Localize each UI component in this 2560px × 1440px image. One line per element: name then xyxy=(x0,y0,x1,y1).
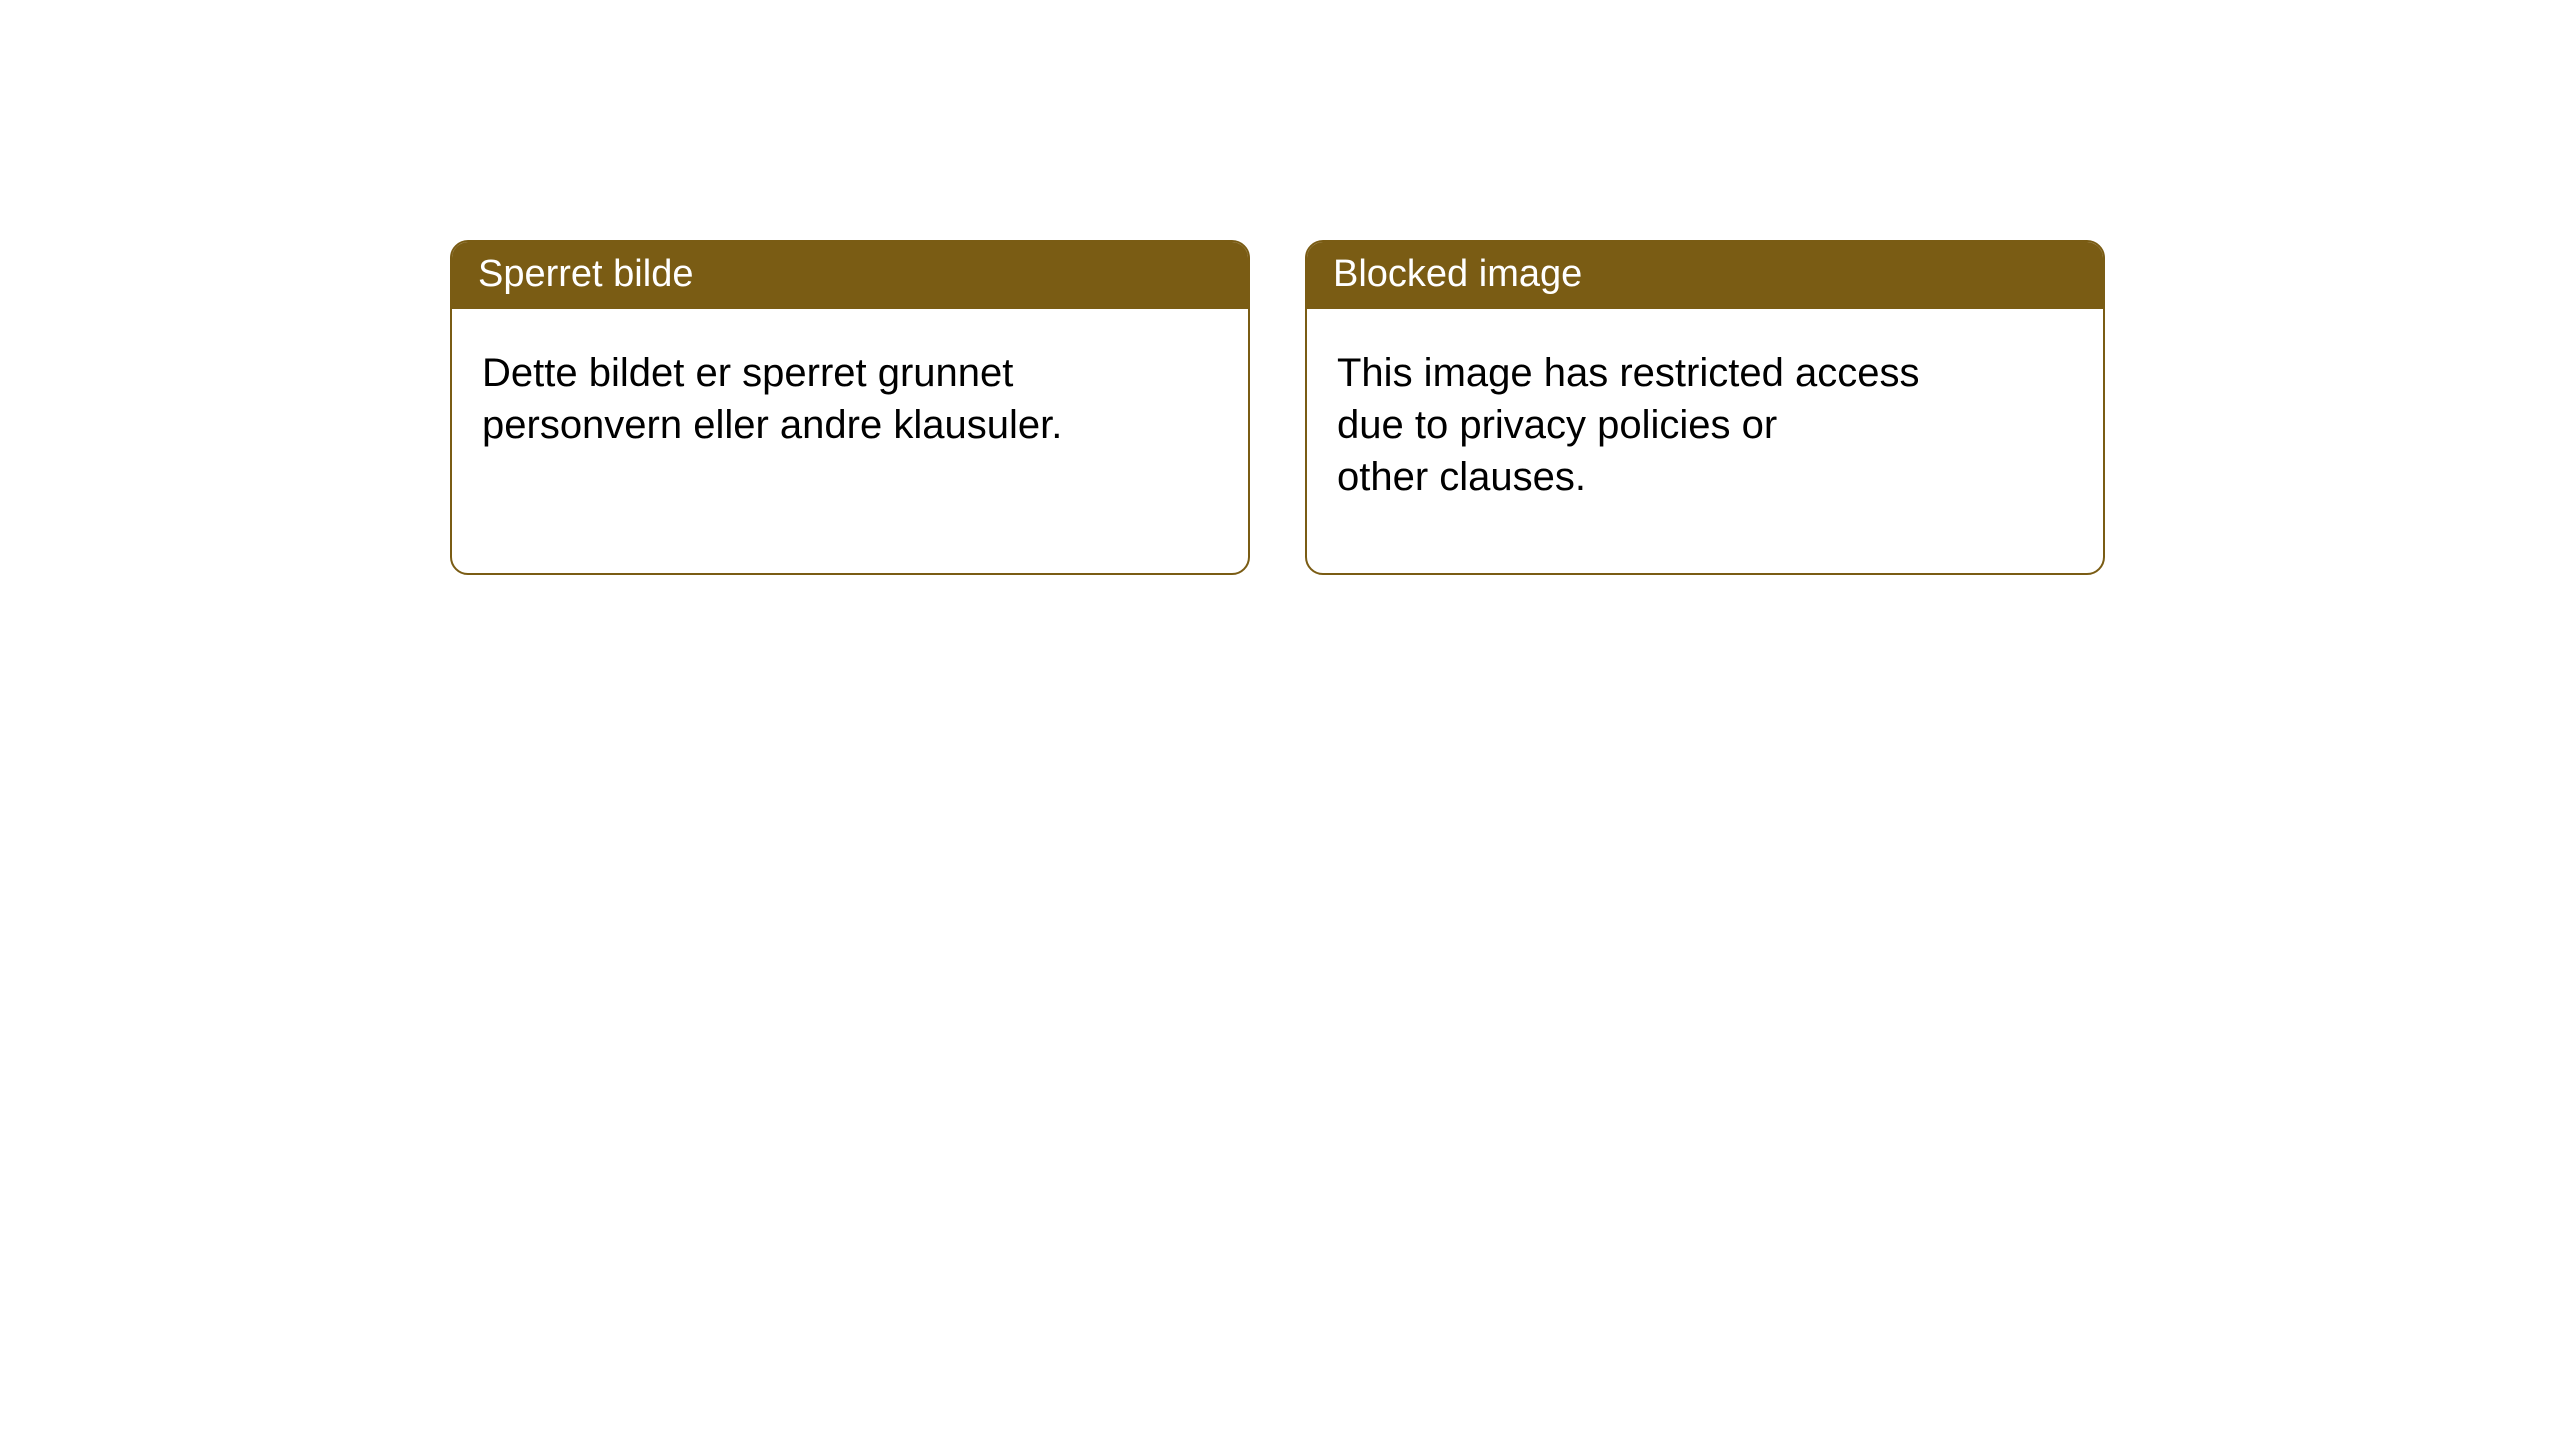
card-header-en: Blocked image xyxy=(1307,242,2103,309)
blocked-image-card-en: Blocked image This image has restricted … xyxy=(1305,240,2105,575)
card-body-en: This image has restricted access due to … xyxy=(1307,309,2103,523)
card-body-text-en: This image has restricted access due to … xyxy=(1337,347,2073,503)
card-body-text-no: Dette bildet er sperret grunnet personve… xyxy=(482,347,1218,451)
notice-container: Sperret bilde Dette bildet er sperret gr… xyxy=(0,0,2560,575)
blocked-image-card-no: Sperret bilde Dette bildet er sperret gr… xyxy=(450,240,1250,575)
card-header-no: Sperret bilde xyxy=(452,242,1248,309)
card-body-no: Dette bildet er sperret grunnet personve… xyxy=(452,309,1248,471)
